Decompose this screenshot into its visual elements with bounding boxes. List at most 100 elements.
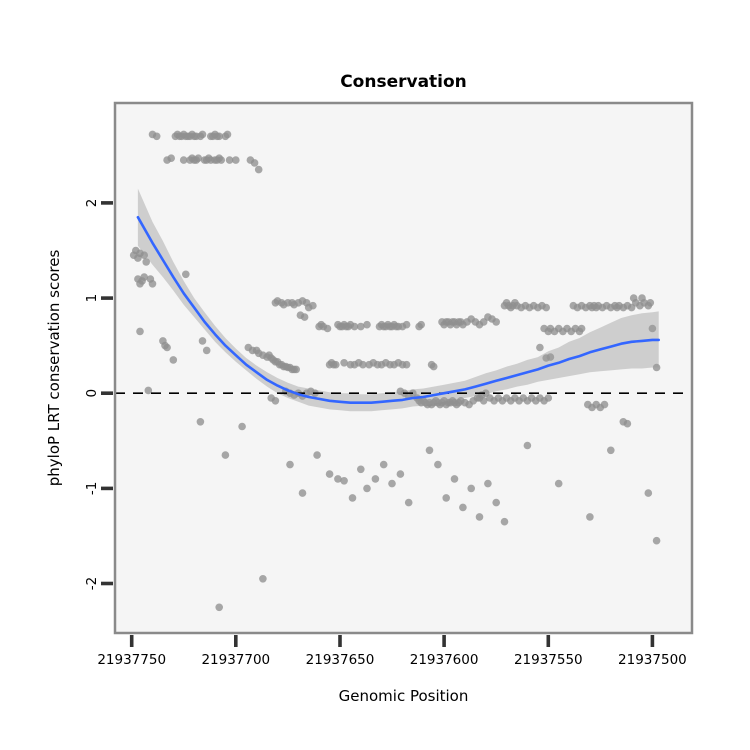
data-point [652, 536, 661, 545]
data-point [475, 513, 484, 521]
data-point [182, 270, 190, 279]
data-point [546, 353, 555, 361]
data-point [652, 363, 661, 372]
data-point [623, 419, 632, 428]
y-axis-label: phyloP LRT conservation scores [45, 249, 63, 487]
x-tick-label: 21937600 [410, 652, 479, 668]
data-point [371, 475, 380, 483]
y-axis-ticks [101, 201, 113, 586]
data-point [152, 132, 161, 141]
data-point [484, 479, 492, 488]
data-point [434, 460, 442, 469]
data-point [198, 337, 207, 345]
data-point [142, 258, 150, 266]
data-point [359, 360, 367, 369]
data-point [254, 165, 263, 174]
data-point [334, 475, 342, 483]
data-point [332, 360, 340, 369]
data-point [586, 513, 594, 521]
data-point [167, 154, 175, 162]
data-point [340, 477, 348, 485]
data-point [417, 320, 426, 329]
data-point [163, 343, 171, 352]
y-tick-label: 2 [84, 199, 100, 208]
data-point [646, 299, 655, 307]
data-point [396, 470, 405, 478]
data-point [169, 356, 178, 364]
data-point [577, 324, 586, 333]
data-point [536, 343, 544, 352]
data-point [292, 365, 301, 374]
loess-smooth-path [136, 215, 660, 404]
y-tick-label: -2 [84, 577, 100, 590]
data-point [442, 494, 451, 502]
data-point [363, 484, 371, 493]
x-tick-label: 21937500 [618, 652, 687, 668]
x-tick-label: 21937750 [97, 652, 166, 668]
data-point [644, 489, 653, 497]
data-point [194, 154, 203, 162]
y-axis-tick-labels: 2 1 0 -1 -2 [84, 199, 100, 591]
chart-title: Conservation [340, 72, 467, 92]
data-point [325, 470, 334, 478]
data-point [148, 280, 157, 288]
data-point [140, 251, 148, 259]
data-point [600, 400, 609, 409]
data-point [607, 446, 615, 455]
data-point [357, 322, 365, 331]
data-point [450, 475, 459, 483]
data-point [648, 324, 657, 333]
data-point [429, 362, 438, 371]
data-point [215, 603, 223, 612]
x-tick-label: 21937650 [306, 652, 375, 668]
data-point [196, 418, 205, 426]
x-axis-tick-labels: 21937750 21937700 21937650 21937600 21937550… [97, 652, 686, 668]
data-point [140, 273, 148, 281]
smooth-trend-line [136, 215, 660, 404]
data-point [340, 359, 348, 367]
data-point [309, 301, 317, 310]
data-point [215, 132, 223, 141]
data-point [492, 498, 501, 507]
data-point [221, 451, 230, 459]
data-point [144, 386, 153, 395]
data-point [313, 451, 321, 459]
data-point [402, 320, 411, 329]
data-point [467, 484, 476, 493]
data-point [198, 130, 207, 139]
data-point [232, 156, 240, 164]
x-tick-label: 21937550 [514, 652, 583, 668]
data-point [544, 394, 553, 402]
data-point [225, 156, 234, 164]
data-point [523, 441, 532, 450]
x-tick-label: 21937700 [201, 652, 270, 668]
data-point [388, 479, 396, 488]
data-point [425, 446, 434, 455]
y-tick-label: -1 [84, 482, 100, 495]
x-axis-ticks [129, 635, 655, 647]
y-tick-label: 1 [84, 294, 100, 303]
y-tick-label: 0 [84, 389, 100, 398]
data-point [136, 327, 144, 336]
data-point [259, 575, 267, 583]
data-point [271, 397, 280, 405]
data-point [300, 313, 309, 321]
data-point [492, 318, 501, 326]
data-point [479, 397, 488, 405]
data-point [179, 156, 188, 164]
data-point [554, 479, 563, 488]
data-point [202, 346, 211, 355]
data-point [379, 460, 388, 469]
plot-panel-border [113, 101, 694, 635]
data-point [223, 130, 232, 139]
data-point [238, 422, 246, 431]
data-point [250, 159, 259, 167]
data-point [298, 489, 307, 497]
data-point [363, 320, 371, 329]
data-point [286, 460, 294, 469]
x-axis-label: Genomic Position [338, 687, 469, 705]
data-point [500, 517, 509, 526]
data-point [402, 360, 411, 369]
